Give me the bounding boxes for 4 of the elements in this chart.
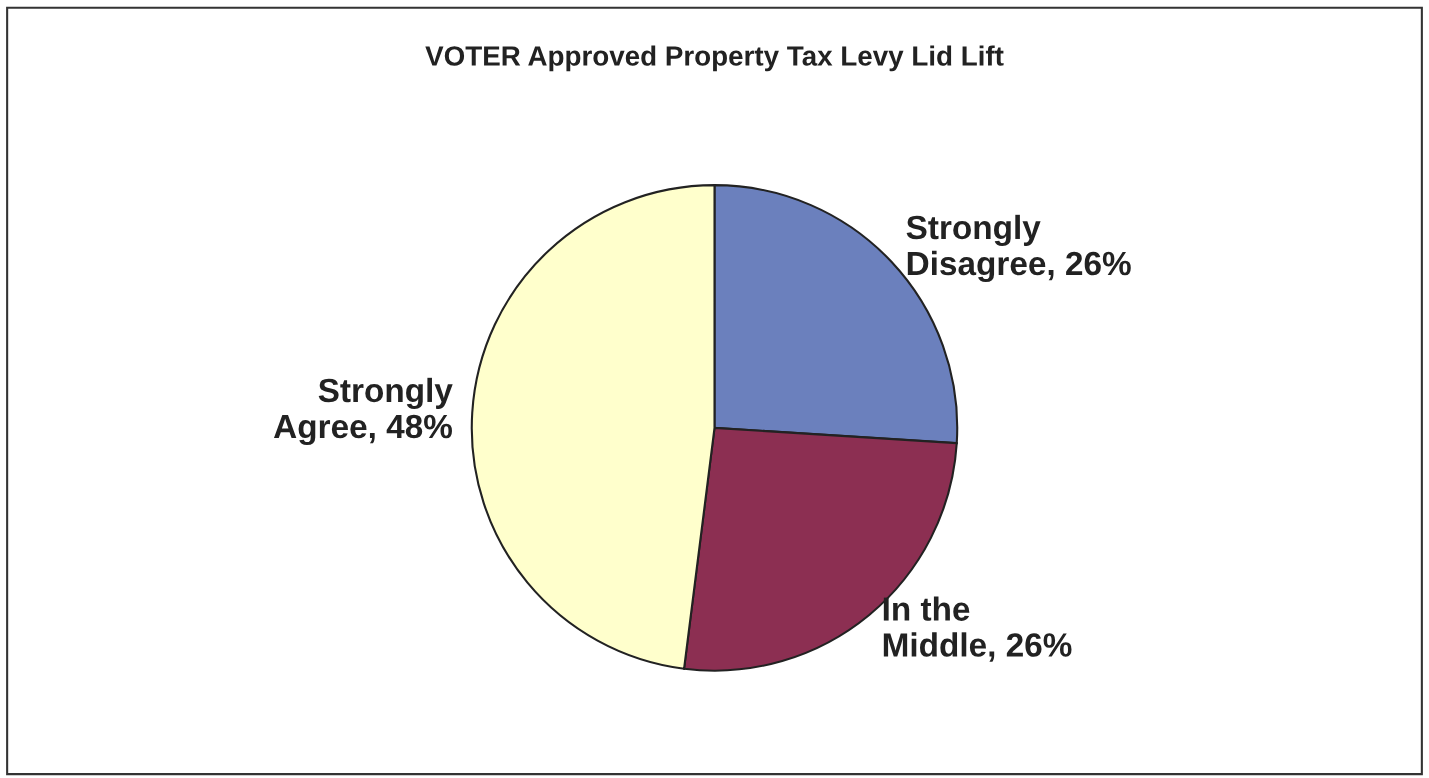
slice-label: Strongly Disagree, 26% xyxy=(906,214,1131,283)
slice-label: In the Middle, 26% xyxy=(883,596,1072,662)
slice-label: Strongly Agree, 48% xyxy=(273,377,453,446)
chart-title: VOTER Approved Property Tax Levy Lid Lift xyxy=(425,45,1004,72)
